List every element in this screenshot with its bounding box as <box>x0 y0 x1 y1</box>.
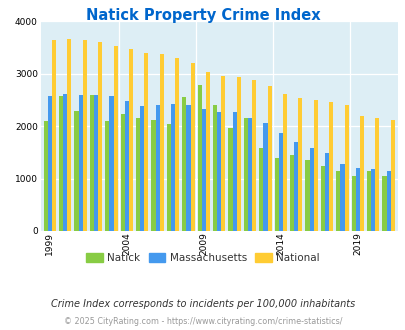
Bar <box>186 105 190 231</box>
Bar <box>48 96 52 231</box>
Bar <box>155 105 159 231</box>
Bar <box>175 58 179 231</box>
Bar <box>144 53 148 231</box>
Bar <box>355 168 359 231</box>
Bar <box>98 42 102 231</box>
Bar <box>74 111 79 231</box>
Bar <box>124 101 129 231</box>
Bar <box>217 112 221 231</box>
Bar <box>221 76 225 231</box>
Bar <box>267 86 271 231</box>
Bar <box>113 46 117 231</box>
Text: Natick Property Crime Index: Natick Property Crime Index <box>85 8 320 23</box>
Legend: Natick, Massachusetts, National: Natick, Massachusetts, National <box>82 249 323 267</box>
Bar <box>182 97 186 231</box>
Bar <box>309 148 313 231</box>
Bar <box>258 148 263 231</box>
Bar <box>120 114 124 231</box>
Bar <box>52 40 56 231</box>
Bar <box>370 169 374 231</box>
Bar <box>328 102 333 231</box>
Bar <box>105 121 109 231</box>
Bar <box>339 164 344 231</box>
Bar <box>274 158 278 231</box>
Bar <box>129 49 133 231</box>
Bar <box>67 39 71 231</box>
Bar <box>351 176 355 231</box>
Bar <box>298 98 302 231</box>
Bar <box>136 118 140 231</box>
Bar <box>243 118 247 231</box>
Bar <box>252 80 256 231</box>
Bar <box>83 40 87 231</box>
Bar <box>78 95 83 231</box>
Bar <box>236 77 240 231</box>
Bar <box>63 94 67 231</box>
Bar <box>366 171 370 231</box>
Bar <box>324 153 328 231</box>
Bar <box>201 109 205 231</box>
Text: Crime Index corresponds to incidents per 100,000 inhabitants: Crime Index corresponds to incidents per… <box>51 299 354 309</box>
Bar <box>228 128 232 231</box>
Bar <box>151 120 155 231</box>
Bar <box>166 124 171 231</box>
Bar <box>305 160 309 231</box>
Bar <box>390 120 394 231</box>
Bar <box>289 155 294 231</box>
Bar <box>59 96 63 231</box>
Bar <box>335 171 339 231</box>
Bar <box>247 118 252 231</box>
Bar <box>159 54 164 231</box>
Bar <box>294 142 298 231</box>
Bar <box>344 105 348 231</box>
Bar <box>43 121 48 231</box>
Bar <box>320 166 324 231</box>
Bar <box>205 72 209 231</box>
Bar <box>313 100 317 231</box>
Bar <box>190 63 194 231</box>
Bar <box>263 123 267 231</box>
Bar <box>359 116 363 231</box>
Bar <box>278 133 282 231</box>
Bar <box>171 104 175 231</box>
Bar <box>232 112 236 231</box>
Bar <box>374 118 379 231</box>
Bar <box>94 95 98 231</box>
Bar <box>382 176 386 231</box>
Text: © 2025 CityRating.com - https://www.cityrating.com/crime-statistics/: © 2025 CityRating.com - https://www.city… <box>64 317 341 326</box>
Bar <box>197 85 201 231</box>
Bar <box>140 106 144 231</box>
Bar <box>90 95 94 231</box>
Bar <box>213 105 217 231</box>
Bar <box>386 171 390 231</box>
Bar <box>109 96 113 231</box>
Bar <box>282 94 286 231</box>
